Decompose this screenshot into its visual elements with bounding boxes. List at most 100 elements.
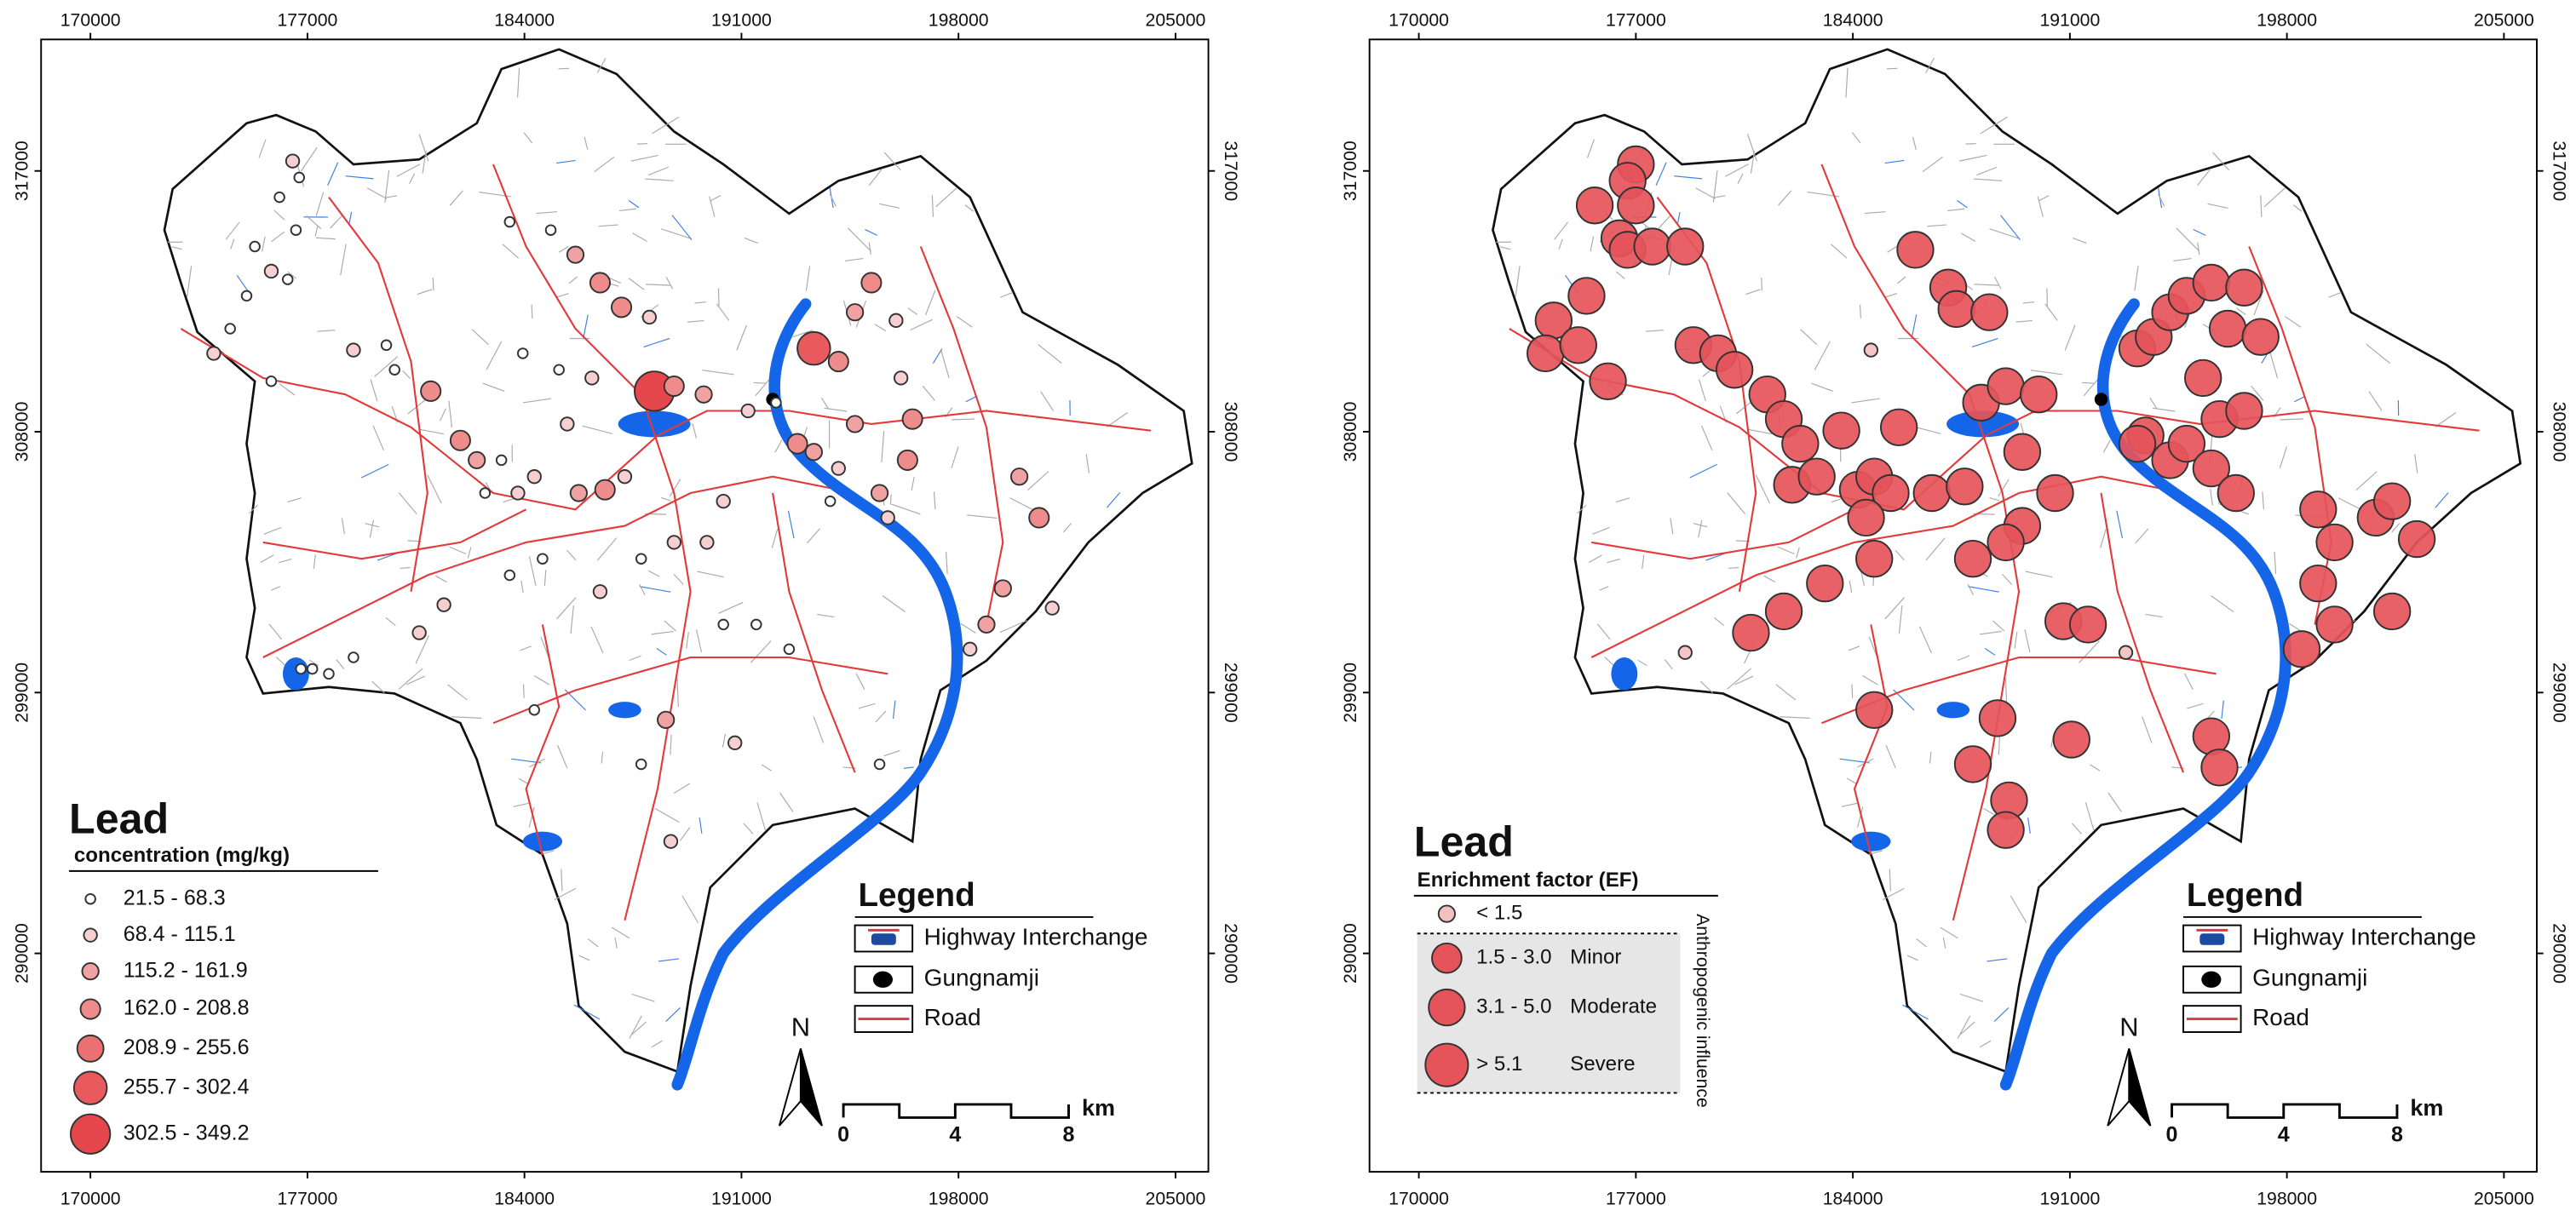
stream: [415, 634, 430, 664]
sample-point: [2052, 720, 2090, 759]
sample-point: [1978, 699, 2017, 737]
stream: [1885, 293, 1897, 298]
stream: [813, 716, 825, 743]
stream: [471, 329, 489, 346]
stream: [2102, 439, 2111, 453]
stream: [2037, 196, 2044, 217]
sample-point: [2225, 392, 2263, 430]
legend-symbol: [1424, 1042, 1469, 1087]
stream: [2184, 673, 2194, 691]
sample-point: [896, 449, 918, 471]
stream: [910, 318, 933, 331]
stream: [2210, 488, 2213, 506]
stream: [1957, 200, 1968, 209]
stream: [340, 244, 347, 276]
x-tick-label: 184000: [494, 11, 555, 31]
sample-point: [2118, 424, 2157, 463]
x-tick-label: 184000: [1823, 1190, 1883, 1209]
stream: [686, 631, 689, 649]
sample-point: [2299, 490, 2337, 529]
stream: [1811, 382, 1833, 393]
stream: [2197, 242, 2200, 255]
stream: [868, 168, 883, 186]
stream: [629, 1015, 642, 1039]
stream: [2158, 193, 2165, 207]
sample-point: [1764, 592, 1803, 631]
x-tick-label: 170000: [1389, 1190, 1449, 1209]
legend-bg: [62, 797, 383, 1150]
stream: [645, 178, 674, 181]
stream: [2435, 412, 2457, 427]
stream: [2027, 817, 2031, 834]
x-tick-label: 198000: [929, 11, 989, 31]
study-area: [163, 48, 1193, 1074]
x-tick-label: 184000: [1823, 11, 1883, 31]
stream: [1748, 428, 1773, 435]
stream: [806, 528, 820, 544]
stream: [628, 200, 640, 209]
stream: [631, 1021, 647, 1035]
y-tick-label: 290000: [1341, 923, 1360, 984]
stream: [1940, 926, 1958, 939]
stream: [582, 425, 613, 434]
stream: [1689, 463, 1717, 479]
sample-point: [560, 416, 575, 432]
stream: [317, 330, 336, 332]
sample-point: [1732, 613, 1770, 652]
stream: [1896, 276, 1906, 284]
stream: [522, 398, 552, 404]
stream: [2280, 418, 2303, 421]
stream: [301, 146, 318, 172]
sample-point: [2068, 605, 2107, 644]
sample-point: [727, 735, 743, 751]
stream: [308, 659, 319, 667]
stream: [1967, 583, 1975, 596]
map-legend-label: Gungnamji: [2252, 965, 2367, 991]
sample-point: [249, 240, 261, 253]
sample-point: [2282, 630, 2321, 668]
sample-point: [1896, 231, 1935, 269]
stream: [590, 626, 604, 654]
scale-label: 4: [949, 1122, 961, 1146]
stream: [903, 766, 914, 769]
stream: [1927, 224, 1946, 227]
stream: [1000, 291, 1014, 298]
sample-point: [2192, 263, 2231, 302]
stream: [398, 492, 417, 514]
stream: [1912, 136, 1917, 150]
stream: [1664, 659, 1673, 670]
stream: [2100, 529, 2107, 548]
stream: [467, 547, 472, 559]
stream: [1499, 246, 1511, 250]
stream: [1980, 116, 2008, 135]
stream: [669, 479, 681, 497]
stream: [660, 228, 692, 239]
y-tick-label: 317000: [13, 141, 32, 201]
x-tick-label: 177000: [1606, 11, 1666, 31]
scale-label: 4: [2278, 1122, 2290, 1146]
sample-point: [1953, 745, 1992, 783]
stream: [673, 574, 684, 585]
road: [262, 475, 855, 658]
stream: [1925, 57, 1935, 73]
stream: [2000, 215, 2021, 241]
map-legend-label: Road: [924, 1004, 981, 1030]
stream: [341, 518, 345, 535]
stream: [1027, 471, 1049, 490]
stream: [1670, 518, 1674, 535]
stream: [262, 236, 266, 252]
sample-point: [1527, 334, 1565, 373]
stream: [1974, 284, 1999, 286]
stream: [225, 221, 240, 240]
stream: [2135, 528, 2149, 544]
stream: [2145, 613, 2163, 618]
stream: [847, 227, 871, 252]
stream: [1831, 244, 1848, 259]
sample-point: [635, 553, 647, 565]
stream: [829, 193, 837, 207]
stream: [756, 802, 767, 831]
stream: [306, 215, 322, 230]
legend-class-name: Moderate: [1570, 995, 1657, 1018]
stream: [699, 817, 703, 834]
stream: [1777, 546, 1795, 555]
